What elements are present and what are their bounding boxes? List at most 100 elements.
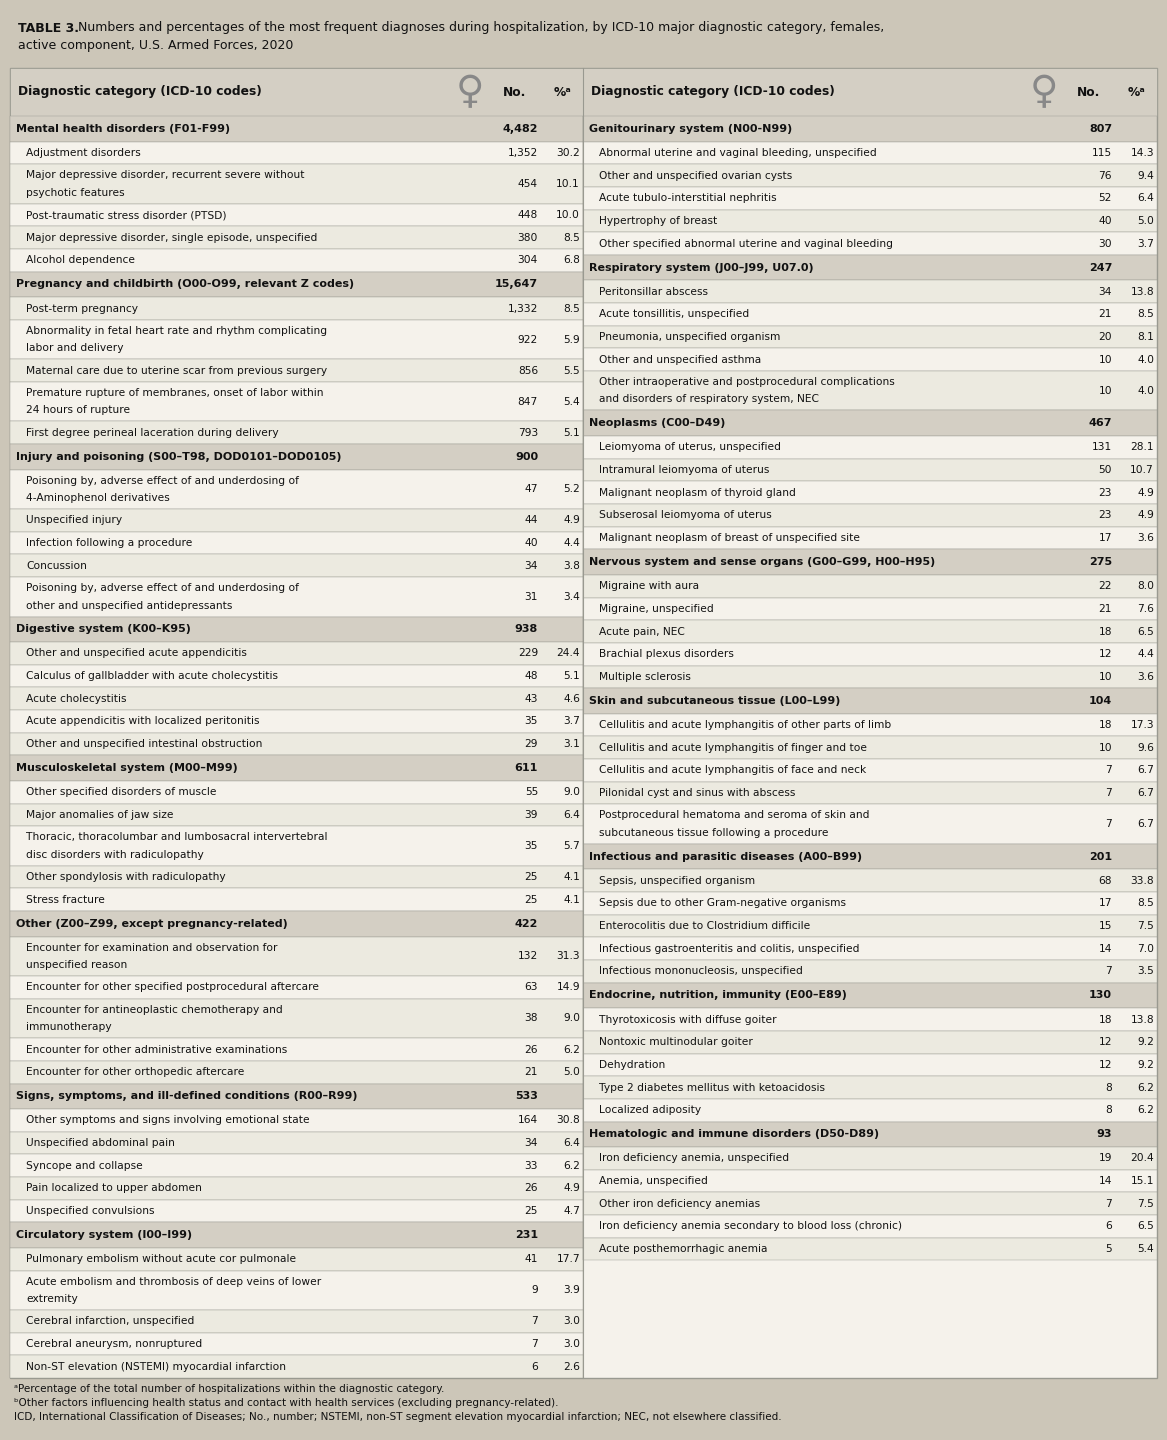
Bar (11, 444, 584, 469)
Text: 9.6: 9.6 (1137, 743, 1154, 753)
Text: 6.2: 6.2 (564, 1161, 580, 1171)
Text: 14: 14 (1098, 1176, 1112, 1187)
Text: Infectious and parasitic diseases (A00–B99): Infectious and parasitic diseases (A00–B… (589, 851, 862, 861)
Text: 6.5: 6.5 (1138, 1221, 1154, 1231)
Text: 30.8: 30.8 (557, 1116, 580, 1126)
Bar (584, 621, 1156, 642)
Text: 30.2: 30.2 (557, 148, 580, 158)
Text: 4.0: 4.0 (1137, 354, 1154, 364)
Text: Other intraoperative and postprocedural complications: Other intraoperative and postprocedural … (599, 377, 895, 387)
Bar (584, 914, 1156, 937)
Text: 4.1: 4.1 (564, 894, 580, 904)
Text: 3.7: 3.7 (564, 717, 580, 726)
Text: Thoracic, thoracolumbar and lumbosacral intervertebral: Thoracic, thoracolumbar and lumbosacral … (26, 832, 328, 842)
Bar (11, 1248, 584, 1270)
Text: 6.4: 6.4 (1137, 193, 1154, 203)
Text: Malignant neoplasm of breast of unspecified site: Malignant neoplasm of breast of unspecif… (599, 533, 860, 543)
Text: Cellulitis and acute lymphangitis of face and neck: Cellulitis and acute lymphangitis of fac… (599, 766, 866, 775)
Text: 900: 900 (515, 452, 538, 462)
Text: 4.7: 4.7 (564, 1207, 580, 1215)
Text: 18: 18 (1098, 720, 1112, 730)
Bar (584, 982, 1156, 1008)
Text: 5.9: 5.9 (564, 334, 580, 344)
Text: 15: 15 (1098, 922, 1112, 932)
Text: 76: 76 (1098, 170, 1112, 180)
Text: Anemia, unspecified: Anemia, unspecified (599, 1176, 708, 1187)
Text: 132: 132 (518, 952, 538, 962)
Bar (11, 1038, 584, 1061)
Text: Other and unspecified acute appendicitis: Other and unspecified acute appendicitis (26, 648, 247, 658)
Bar (11, 616, 584, 642)
Text: Cellulitis and acute lymphangitis of other parts of limb: Cellulitis and acute lymphangitis of oth… (599, 720, 892, 730)
Bar (11, 1109, 584, 1132)
Text: 3.6: 3.6 (1137, 533, 1154, 543)
Text: %ᵃ: %ᵃ (553, 85, 571, 98)
Text: Encounter for antineoplastic chemotherapy and: Encounter for antineoplastic chemotherap… (26, 1005, 282, 1015)
Text: Leiomyoma of uterus, unspecified: Leiomyoma of uterus, unspecified (599, 442, 781, 452)
Text: TABLE 3.: TABLE 3. (18, 22, 79, 35)
Text: 6.8: 6.8 (564, 255, 580, 265)
Bar (584, 1122, 1156, 1148)
Text: 17: 17 (1098, 899, 1112, 909)
Text: 201: 201 (1089, 851, 1112, 861)
Bar (11, 117, 584, 141)
Text: Other spondylosis with radiculopathy: Other spondylosis with radiculopathy (26, 873, 225, 883)
Text: 30: 30 (1098, 239, 1112, 249)
Text: 41: 41 (524, 1254, 538, 1264)
Bar (584, 1054, 1156, 1076)
Text: 38: 38 (524, 1014, 538, 1024)
Bar (11, 1061, 584, 1083)
Text: Postprocedural hematoma and seroma of skin and: Postprocedural hematoma and seroma of sk… (599, 811, 869, 821)
Text: 6: 6 (531, 1362, 538, 1372)
Text: 24 hours of rupture: 24 hours of rupture (26, 406, 131, 415)
Text: First degree perineal laceration during delivery: First degree perineal laceration during … (26, 428, 279, 438)
Text: 52: 52 (1098, 193, 1112, 203)
Text: Thyrotoxicosis with diffuse goiter: Thyrotoxicosis with diffuse goiter (599, 1015, 776, 1025)
Text: psychotic features: psychotic features (26, 187, 125, 197)
Bar (584, 1238, 1156, 1260)
Bar (11, 1155, 584, 1176)
Text: 3.9: 3.9 (564, 1286, 580, 1296)
Text: Post-term pregnancy: Post-term pregnancy (26, 304, 138, 314)
Text: 7.0: 7.0 (1137, 943, 1154, 953)
Text: ICD, International Classification of Diseases; No., number; NSTEMI, non-ST segme: ICD, International Classification of Dis… (14, 1413, 782, 1423)
Text: Major depressive disorder, single episode, unspecified: Major depressive disorder, single episod… (26, 233, 317, 243)
Bar (584, 549, 1156, 575)
Text: Stress fracture: Stress fracture (26, 894, 105, 904)
Bar (584, 302, 1156, 325)
Text: 29: 29 (524, 739, 538, 749)
Text: Abnormality in fetal heart rate and rhythm complicating: Abnormality in fetal heart rate and rhyt… (26, 325, 327, 336)
Text: Alcohol dependence: Alcohol dependence (26, 255, 135, 265)
Text: Calculus of gallbladder with acute cholecystitis: Calculus of gallbladder with acute chole… (26, 671, 278, 681)
Text: 21: 21 (1098, 310, 1112, 320)
Bar (584, 891, 1156, 914)
Bar (11, 733, 584, 756)
Text: 21: 21 (524, 1067, 538, 1077)
Text: Endocrine, nutrition, immunity (E00–E89): Endocrine, nutrition, immunity (E00–E89) (589, 991, 847, 1001)
Bar (584, 870, 1156, 891)
Text: 28.1: 28.1 (1131, 442, 1154, 452)
Text: Unspecified injury: Unspecified injury (26, 516, 123, 526)
Text: 93: 93 (1097, 1129, 1112, 1139)
Text: 40: 40 (524, 539, 538, 549)
Text: 6.5: 6.5 (1138, 626, 1154, 636)
Bar (584, 782, 1156, 805)
Text: 5.4: 5.4 (564, 397, 580, 406)
Bar (11, 554, 584, 577)
Text: 231: 231 (515, 1230, 538, 1240)
Bar (11, 249, 584, 272)
Text: Syncope and collapse: Syncope and collapse (26, 1161, 142, 1171)
Bar (11, 936, 584, 976)
Text: 39: 39 (524, 809, 538, 819)
Bar (11, 272, 584, 297)
Text: 34: 34 (524, 560, 538, 570)
Text: 34: 34 (524, 1138, 538, 1148)
Bar (11, 912, 584, 936)
Text: and disorders of respiratory system, NEC: and disorders of respiratory system, NEC (599, 395, 819, 405)
Text: 4.9: 4.9 (1137, 488, 1154, 498)
Bar (584, 481, 1156, 504)
Text: 6.2: 6.2 (1137, 1083, 1154, 1093)
Bar (584, 527, 1156, 549)
Text: Major depressive disorder, recurrent severe without: Major depressive disorder, recurrent sev… (26, 170, 305, 180)
Text: 3.7: 3.7 (1137, 239, 1154, 249)
